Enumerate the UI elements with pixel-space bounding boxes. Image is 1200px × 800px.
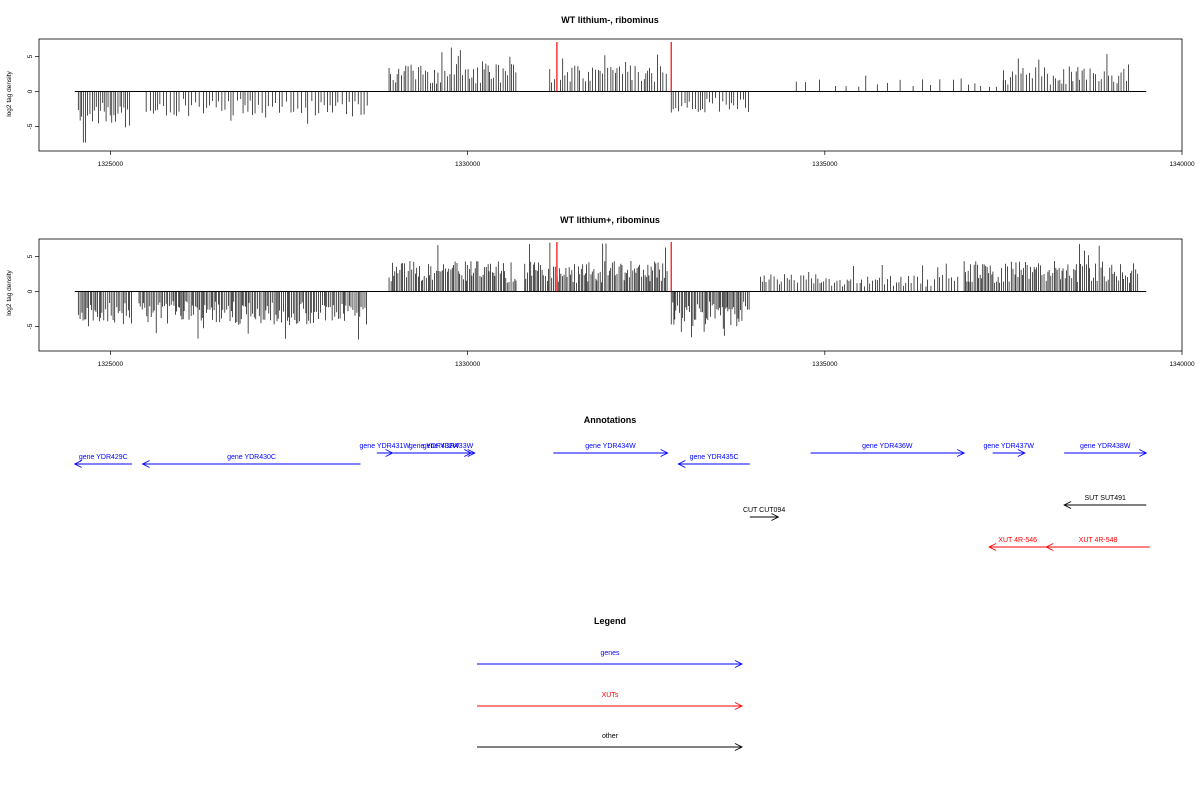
legend: Legend genes XUTs other: [477, 616, 744, 751]
annotations-title: Annotations: [584, 415, 637, 425]
feature-label: gene YDR435C: [690, 454, 739, 461]
feature-gene: gene YDR429C: [73, 454, 132, 468]
plot-frame: [38, 238, 1183, 352]
data-bars: [77, 242, 1139, 340]
feature-label: XUT 4R-548: [1079, 537, 1118, 544]
feature-gene: gene YDR436W: [810, 443, 966, 457]
arrow-head: [771, 513, 780, 521]
x-tick-label: 1335000: [812, 161, 838, 168]
arrow-head: [467, 449, 476, 457]
y-tick-label: 5: [27, 54, 34, 58]
feature-label: gene YDR433W: [423, 443, 474, 450]
y-tick-label: -5: [27, 123, 34, 129]
track-title: WT lithium+, ribominus: [560, 215, 660, 225]
arrow-head: [988, 543, 997, 551]
y-tick-label: -5: [27, 323, 34, 329]
arrow-head: [141, 460, 150, 468]
legend-label: genes: [600, 650, 620, 657]
arrow-head: [734, 660, 744, 668]
arrow-head: [660, 449, 669, 457]
y-tick-label: 5: [27, 254, 34, 258]
feature-label: gene YDR430C: [227, 454, 276, 461]
feature-gene: gene YDR431W: [360, 443, 411, 457]
arrow-head: [734, 702, 744, 710]
arrow-head: [1139, 449, 1148, 457]
legend-item: XUTs: [477, 692, 744, 710]
feature-xut: XUT 4R-548: [1045, 537, 1150, 551]
y-axis-label: log2 tag density: [6, 70, 13, 116]
x-tick-label: 1330000: [455, 161, 481, 168]
feature-label: gene YDR436W: [862, 443, 913, 450]
y-tick-label: 0: [27, 289, 34, 293]
feature-gene: gene YDR430C: [141, 454, 361, 468]
legend-label: XUTs: [602, 692, 619, 699]
plot-frame: [38, 38, 1183, 152]
feature-gene: gene YDR435C: [677, 454, 750, 468]
feature-label: gene YDR429C: [79, 454, 128, 461]
y-axis-label: log2 tag density: [6, 269, 13, 315]
arrow-head: [677, 460, 686, 468]
arrow-head: [385, 449, 394, 457]
track-panel-lithium-minus: WT lithium-, ribominus log2 tag density …: [6, 15, 1195, 168]
feature-label: CUT CUT094: [743, 507, 785, 514]
feature-gene: gene YDR438W: [1064, 443, 1148, 457]
legend-title: Legend: [594, 616, 626, 626]
feature-label: XUT 4R-546: [998, 537, 1037, 544]
x-tick-label: 1325000: [98, 161, 124, 168]
x-tick-label: 1340000: [1169, 161, 1195, 168]
arrow-head: [734, 743, 744, 751]
x-tick-label: 1330000: [455, 361, 481, 368]
arrow-head: [956, 449, 966, 457]
feature-label: gene YDR434W: [585, 443, 636, 450]
feature-other: SUT SUT491: [1063, 495, 1147, 509]
feature-other: CUT CUT094: [743, 507, 785, 521]
feature-gene: gene YDR437W: [984, 443, 1035, 457]
arrow-head: [1045, 543, 1054, 551]
legend-item: genes: [477, 650, 744, 668]
track-title: WT lithium-, ribominus: [561, 15, 659, 25]
annotations-panel: Annotations gene YDR429C gene YDR430C gene…: [73, 415, 1150, 551]
feature-label: gene YDR431W: [360, 443, 411, 450]
feature-label: gene YDR432W: [409, 443, 460, 450]
x-tick-label: 1340000: [1169, 361, 1195, 368]
arrow-head: [1017, 449, 1026, 457]
track-panel-lithium-plus: WT lithium+, ribominus log2 tag density …: [6, 215, 1195, 368]
data-bars: [77, 47, 1129, 143]
feature-gene: gene YDR434W: [553, 443, 669, 457]
x-tick-label: 1325000: [98, 361, 124, 368]
y-tick-label: 0: [27, 89, 34, 93]
arrow-head: [73, 460, 82, 468]
arrow-head: [1063, 501, 1072, 509]
x-tick-label: 1335000: [812, 361, 838, 368]
legend-label: other: [602, 733, 619, 740]
feature-label: gene YDR438W: [1080, 443, 1131, 450]
feature-label: SUT SUT491: [1084, 495, 1126, 502]
legend-item: other: [477, 733, 744, 751]
feature-gene: gene YDR433W: [423, 443, 474, 457]
feature-label: gene YDR437W: [984, 443, 1035, 450]
arrow-head: [463, 449, 473, 457]
feature-xut: XUT 4R-546: [988, 537, 1047, 551]
